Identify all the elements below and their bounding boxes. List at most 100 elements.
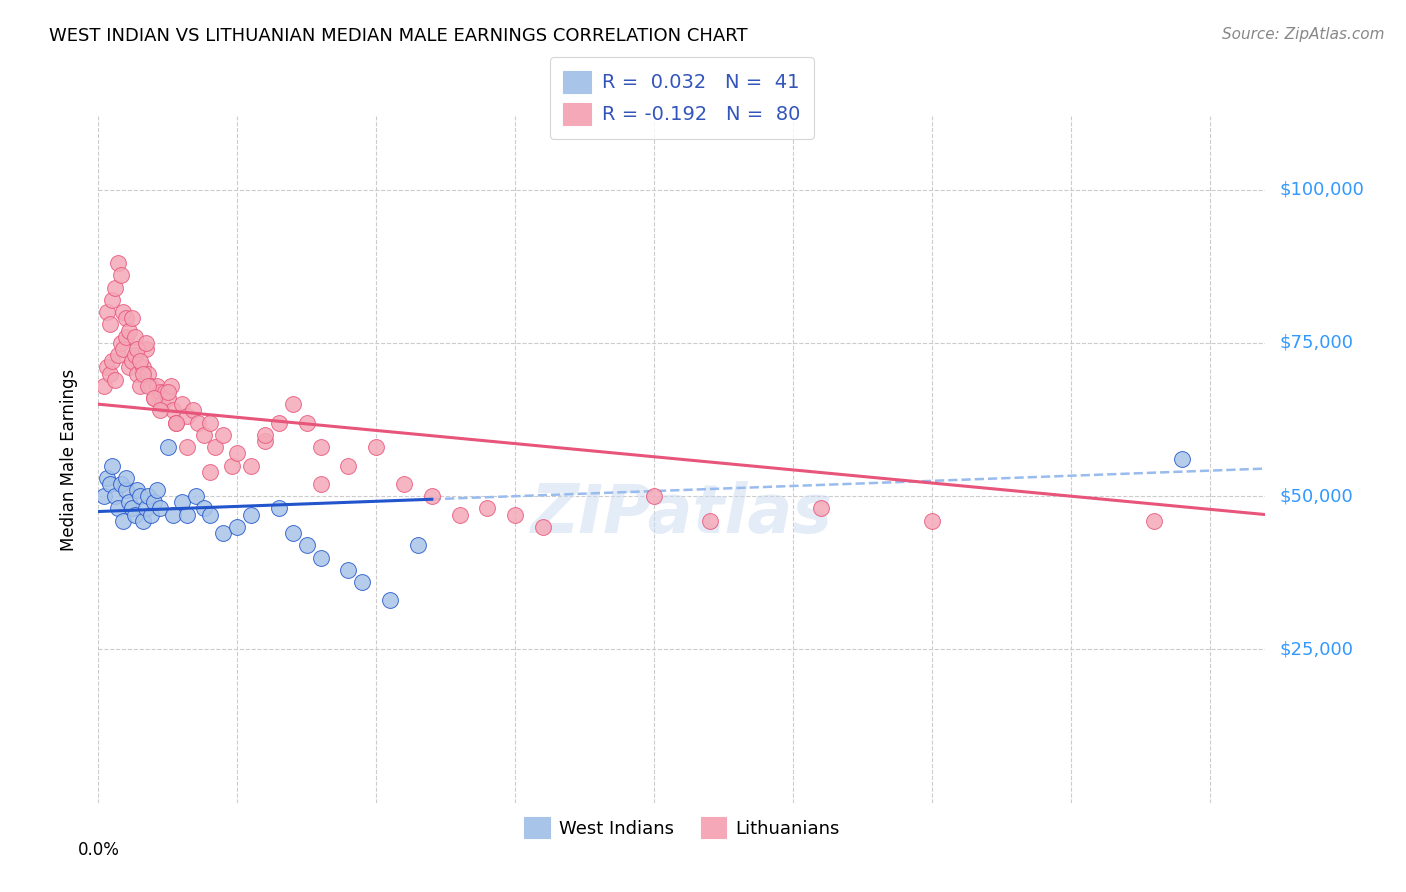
Point <box>181 403 204 417</box>
Point <box>921 514 943 528</box>
Point <box>337 563 360 577</box>
Point <box>146 378 169 392</box>
Point <box>159 378 181 392</box>
Point <box>503 508 526 522</box>
Point <box>107 348 129 362</box>
Point <box>165 416 187 430</box>
Point <box>176 440 198 454</box>
Point <box>135 501 157 516</box>
Point <box>104 280 127 294</box>
Point <box>121 501 143 516</box>
Text: $50,000: $50,000 <box>1279 487 1353 505</box>
Point <box>1171 452 1194 467</box>
Point <box>193 501 215 516</box>
Point <box>101 293 124 307</box>
Point <box>143 391 166 405</box>
Point <box>204 440 226 454</box>
Point <box>477 501 499 516</box>
Point <box>93 489 115 503</box>
Point <box>124 348 146 362</box>
Text: WEST INDIAN VS LITHUANIAN MEDIAN MALE EARNINGS CORRELATION CHART: WEST INDIAN VS LITHUANIAN MEDIAN MALE EA… <box>49 27 748 45</box>
Point <box>176 508 198 522</box>
Point <box>193 427 215 442</box>
Point <box>98 476 121 491</box>
Point <box>406 538 429 552</box>
Point <box>107 256 129 270</box>
Point <box>138 489 160 503</box>
Point <box>96 360 118 375</box>
Point <box>295 416 318 430</box>
Point <box>141 508 163 522</box>
Point <box>148 384 170 399</box>
Point <box>254 427 277 442</box>
Point <box>337 458 360 473</box>
Point <box>101 458 124 473</box>
Point <box>141 378 163 392</box>
Point <box>132 360 155 375</box>
Point <box>380 593 402 607</box>
Point <box>643 489 665 503</box>
Point <box>96 471 118 485</box>
Point <box>309 550 332 565</box>
Point <box>98 367 121 381</box>
Point <box>127 483 149 497</box>
Point <box>392 476 415 491</box>
Point <box>420 489 443 503</box>
Text: ZIPatlas: ZIPatlas <box>531 482 832 548</box>
Point <box>110 335 132 350</box>
Point <box>127 342 149 356</box>
Point <box>98 318 121 332</box>
Point <box>240 458 263 473</box>
Point <box>254 434 277 448</box>
Point <box>156 384 179 399</box>
Y-axis label: Median Male Earnings: Median Male Earnings <box>59 368 77 550</box>
Point <box>449 508 471 522</box>
Point <box>153 384 176 399</box>
Point <box>101 354 124 368</box>
Point <box>124 508 146 522</box>
Point <box>221 458 243 473</box>
Point <box>156 440 179 454</box>
Point <box>135 335 157 350</box>
Point <box>129 378 152 392</box>
Point <box>162 403 184 417</box>
Point <box>146 483 169 497</box>
Point <box>138 378 160 392</box>
Point <box>143 391 166 405</box>
Point <box>240 508 263 522</box>
Point <box>165 416 187 430</box>
Point <box>112 305 135 319</box>
Text: Source: ZipAtlas.com: Source: ZipAtlas.com <box>1222 27 1385 42</box>
Point <box>107 501 129 516</box>
Point <box>226 446 249 460</box>
Point <box>212 427 235 442</box>
Point <box>124 330 146 344</box>
Point <box>267 501 290 516</box>
Point <box>143 495 166 509</box>
Point <box>176 409 198 424</box>
Point <box>132 514 155 528</box>
Point <box>138 367 160 381</box>
Point <box>170 397 193 411</box>
Point <box>104 489 127 503</box>
Point <box>198 508 221 522</box>
Point <box>148 403 170 417</box>
Point <box>96 305 118 319</box>
Point <box>129 354 152 368</box>
Point <box>281 525 304 540</box>
Point <box>309 440 332 454</box>
Point <box>156 391 179 405</box>
Point <box>198 416 221 430</box>
Point <box>170 495 193 509</box>
Point <box>531 520 554 534</box>
Point <box>295 538 318 552</box>
Text: $75,000: $75,000 <box>1279 334 1354 351</box>
Point <box>198 465 221 479</box>
Point <box>148 501 170 516</box>
Point <box>366 440 388 454</box>
Point <box>118 495 141 509</box>
Point <box>1143 514 1166 528</box>
Point <box>93 378 115 392</box>
Point <box>184 489 207 503</box>
Point <box>810 501 832 516</box>
